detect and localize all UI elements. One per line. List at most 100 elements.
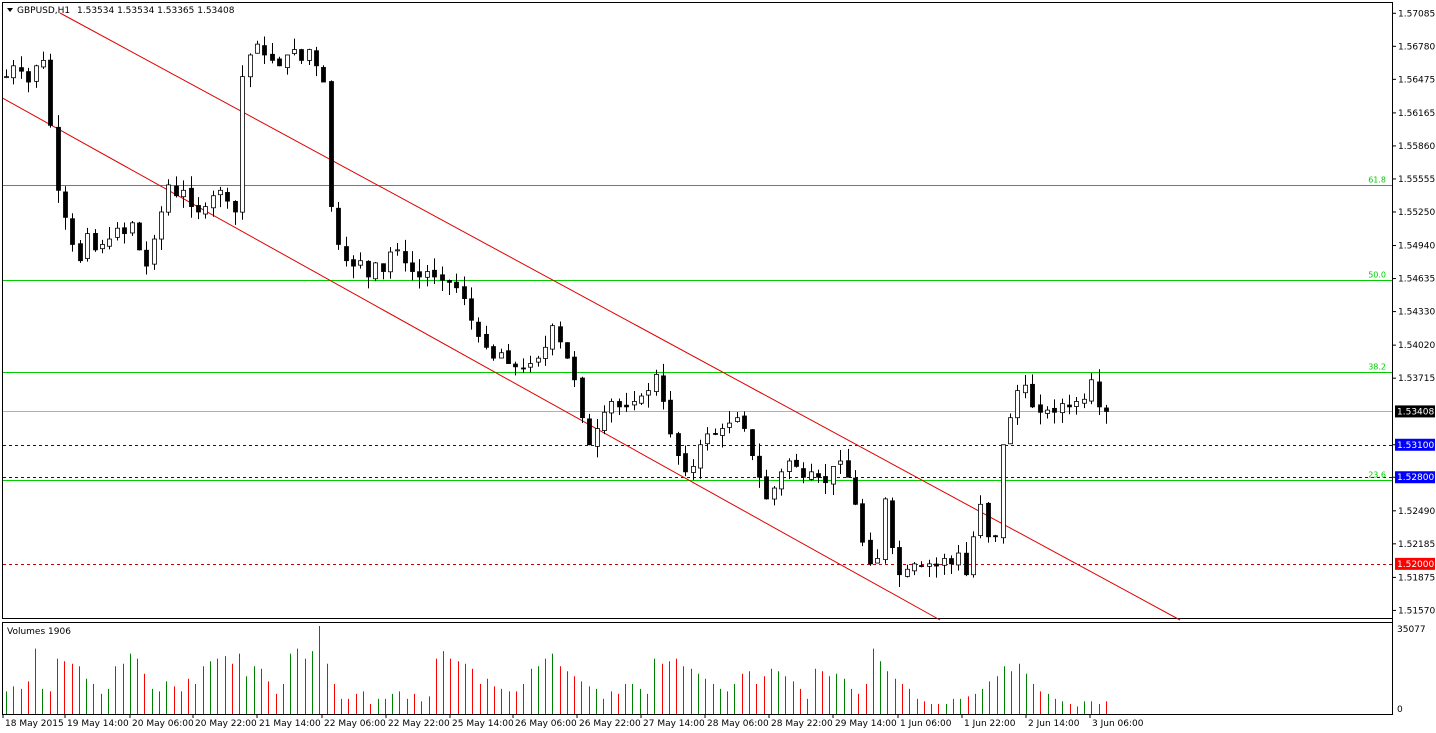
- bear-candle: [78, 243, 83, 262]
- bull-candle: [639, 395, 644, 404]
- price-tag-label: 1.53408: [1397, 407, 1434, 417]
- bull-candle: [130, 222, 135, 234]
- time-tick-label: 21 May 14:00: [259, 719, 321, 729]
- bear-candle: [56, 126, 61, 191]
- bear-candle: [366, 260, 371, 278]
- bull-candle: [388, 251, 393, 273]
- price-tag-box: [1395, 557, 1435, 570]
- time-tick-label: 1 Jun 06:00: [900, 719, 952, 729]
- time-tick-label: 28 May 06:00: [707, 719, 769, 729]
- bear-candle: [897, 547, 902, 576]
- bull-candle: [115, 227, 120, 238]
- bull-candle: [211, 195, 216, 209]
- bear-candle: [410, 262, 415, 272]
- bull-candle: [285, 54, 290, 69]
- bull-candle: [727, 422, 732, 428]
- bull-candle: [4, 76, 9, 79]
- fib-level-label: 61.8: [1368, 176, 1386, 185]
- bear-candle: [661, 375, 666, 402]
- bear-candle: [403, 251, 408, 264]
- bear-candle: [676, 433, 681, 456]
- time-tick-label: 25 May 14:00: [452, 719, 514, 729]
- symbol-label: GBPUSD,H1: [17, 6, 70, 16]
- bull-candle: [292, 49, 297, 54]
- bear-candle: [174, 185, 179, 197]
- bear-candle: [860, 503, 865, 543]
- bear-candle: [565, 342, 570, 359]
- price-tick-label: 1.55555: [1398, 175, 1435, 185]
- bear-candle: [1052, 407, 1057, 413]
- bear-candle: [1104, 407, 1109, 412]
- bear-candle: [757, 455, 762, 478]
- time-tick-label: 29 May 14:00: [835, 719, 897, 729]
- price-axis[interactable]: 1.57085 1.56780 1.56475 1.56165 1.55860 1.555…: [1392, 9, 1435, 616]
- bull-candle: [1074, 401, 1079, 407]
- bull-candle: [550, 325, 555, 350]
- bull-candle: [1045, 409, 1050, 414]
- time-tick-label: 20 May 06:00: [132, 719, 194, 729]
- bear-candle: [440, 274, 445, 281]
- bear-candle: [344, 246, 349, 262]
- bull-candle: [956, 552, 961, 566]
- price-tick-label: 1.54635: [1398, 275, 1435, 285]
- bull-candle: [646, 390, 651, 396]
- bear-candle: [964, 552, 969, 576]
- bear-candle: [329, 81, 334, 207]
- bear-candle: [846, 460, 851, 478]
- bear-candle: [19, 67, 24, 72]
- time-tick-label: 28 May 22:00: [771, 719, 833, 729]
- candlesticks: [4, 36, 1109, 587]
- time-tick-label: 26 May 06:00: [515, 719, 577, 729]
- bear-candle: [816, 473, 821, 478]
- bull-candle: [838, 460, 843, 465]
- price-tag-box: [1395, 471, 1435, 484]
- bull-candle: [240, 76, 245, 213]
- bear-candle: [462, 286, 467, 299]
- price-tick-label: 1.56165: [1398, 109, 1435, 119]
- menu-triangle-icon[interactable]: [7, 8, 13, 12]
- price-tick-label: 1.57085: [1398, 9, 1435, 19]
- price-tag-box: [1395, 405, 1435, 418]
- bear-candle: [48, 59, 53, 126]
- price-channel[interactable]: [2, 12, 1181, 621]
- bear-candle: [764, 476, 769, 500]
- bull-candle: [425, 271, 430, 278]
- bear-candle: [225, 192, 230, 202]
- channel-lower-line: [2, 97, 941, 621]
- price-tick-label: 1.51875: [1398, 573, 1435, 583]
- bear-candle: [491, 346, 496, 359]
- bull-candle: [181, 189, 186, 198]
- bull-candle: [831, 466, 836, 485]
- price-tags: 1.53408 1.53100 1.52800 1.52000: [1395, 405, 1435, 570]
- bear-candle: [1038, 404, 1043, 413]
- fib-labels: 61.8 50.0 38.2 23.6: [1368, 176, 1386, 480]
- bear-candle: [277, 58, 282, 67]
- fib-level-label: 23.6: [1368, 471, 1386, 480]
- price-tag-label: 1.52800: [1397, 473, 1434, 483]
- bear-candle: [70, 218, 75, 245]
- fib-level-label: 50.0: [1368, 271, 1386, 280]
- volume-bars: [6, 626, 1107, 714]
- bull-candle: [1008, 417, 1013, 445]
- bull-candle: [41, 59, 46, 68]
- bull-candle: [971, 536, 976, 576]
- bull-candle: [1015, 390, 1020, 419]
- bull-candle: [528, 363, 533, 368]
- bull-candle: [11, 65, 16, 79]
- bull-candle: [705, 433, 710, 445]
- time-axis[interactable]: 18 May 2015 19 May 14:00 20 May 06:00 20 Ma…: [2, 715, 1144, 729]
- volume-panel-title: Volumes 1906: [7, 627, 71, 637]
- bull-candle: [218, 189, 223, 196]
- bull-candle: [1001, 444, 1006, 539]
- volume-zero-label: 0: [1397, 705, 1403, 715]
- bear-candle: [587, 418, 592, 446]
- bear-candle: [919, 565, 924, 567]
- time-tick-label: 20 May 22:00: [195, 719, 257, 729]
- bull-candle: [1089, 379, 1094, 402]
- price-tick-label: 1.51570: [1398, 606, 1435, 616]
- bull-candle: [248, 54, 253, 78]
- bull-candle: [691, 466, 696, 473]
- bear-candle: [469, 298, 474, 321]
